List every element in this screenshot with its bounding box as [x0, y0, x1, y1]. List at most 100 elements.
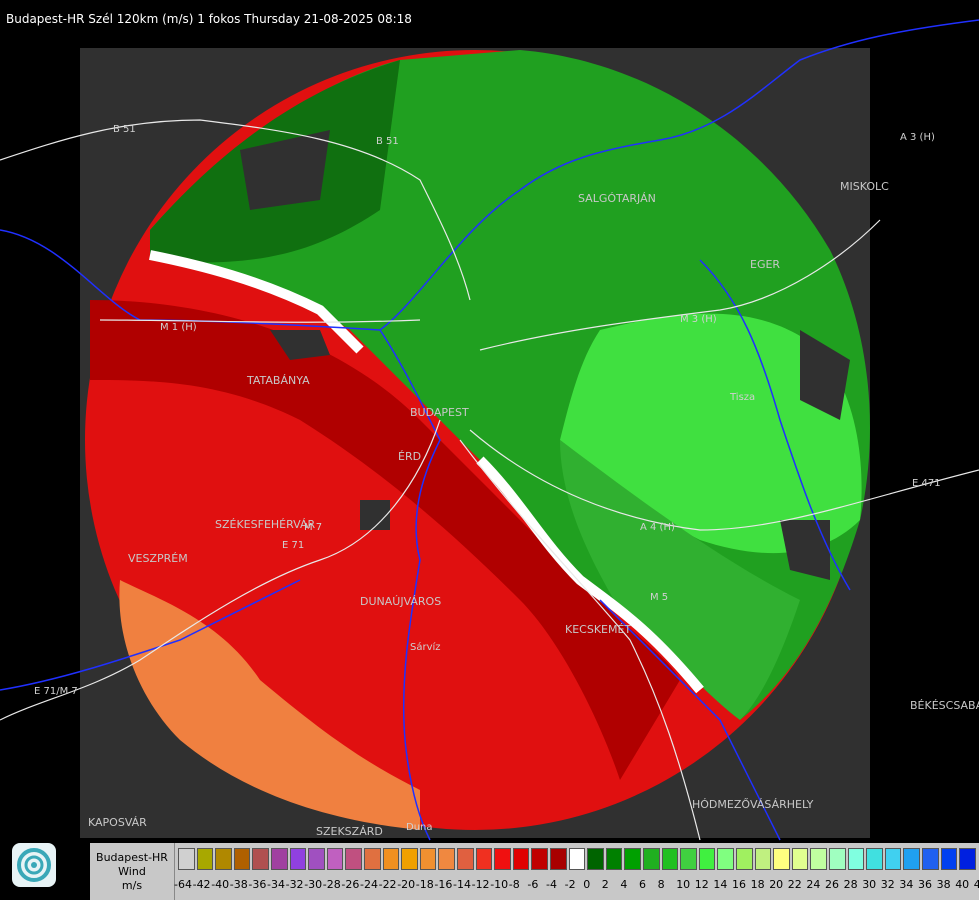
radar-no-echo-gap: [270, 330, 330, 360]
legend-swatch: [438, 848, 455, 870]
legend-swatch: [271, 848, 288, 870]
road-label: M 5: [650, 592, 668, 603]
legend-tick-label: -34: [267, 878, 285, 891]
legend-swatch: [829, 848, 846, 870]
legend-tick-label: 0: [583, 878, 591, 891]
legend-swatch: [531, 848, 548, 870]
city-label-salgotarjan: SALGÓTARJÁN: [578, 192, 656, 205]
legend-tick-label: 10: [676, 878, 691, 891]
city-label-budapest: BUDAPEST: [410, 406, 469, 419]
logo-icon: [12, 843, 56, 887]
legend-swatch: [308, 848, 325, 870]
legend-swatch: [568, 848, 586, 870]
city-label-veszprem: VESZPRÉM: [128, 552, 188, 565]
legend-swatch: [791, 848, 809, 870]
legend-swatch: [922, 848, 939, 870]
legend-tick-label: -6: [527, 878, 539, 891]
road-label: B 51: [113, 124, 136, 135]
legend-tick-label: -14: [453, 878, 471, 891]
legend-tick-label: 2: [601, 878, 609, 891]
legend-swatch: [698, 848, 716, 870]
city-label-miskolc: MISKOLC: [840, 180, 889, 193]
color-legend: Budapest-HR Wind m/s -64 -42 -40 -38 -36 -34-…: [90, 843, 979, 900]
radar-region-mid-green: [560, 440, 800, 720]
legend-tick-label: -18: [415, 878, 434, 891]
city-label-szekszard: SZEKSZÁRD: [316, 825, 383, 838]
city-label-dunaujvaros: DUNAÚJVÁROS: [360, 595, 441, 608]
road-label: Sárvíz: [410, 641, 441, 653]
legend-swatch: [550, 848, 567, 870]
legend-tick-label: 12: [694, 878, 709, 891]
legend-tick-label: 28: [843, 878, 858, 891]
legend-tick-label: 30: [862, 878, 877, 891]
road-label: A 3 (H): [900, 132, 935, 143]
city-label-erd: ÉRD: [398, 450, 421, 463]
legend-swatch: [624, 848, 641, 870]
legend-tick-label: 42: [973, 878, 979, 891]
legend-swatch: [884, 848, 902, 870]
legend-swatch: [345, 848, 362, 870]
legend-swatch: [364, 848, 381, 870]
city-label-bekescsaba: BÉKÉSCSABA: [910, 699, 979, 712]
legend-tick-label: 4: [620, 878, 628, 891]
road-label: Tisza: [729, 392, 755, 403]
legend-tick-label: -10: [490, 878, 509, 891]
legend-swatch: [680, 848, 697, 870]
legend-tick-label: -2: [564, 878, 576, 891]
radar-no-echo-gap: [800, 330, 850, 420]
legend-swatch: [605, 848, 623, 870]
legend-tick-label: 20: [769, 878, 784, 891]
road-label: E 71: [282, 540, 304, 551]
road-label: E 71/M 7: [34, 686, 78, 697]
legend-tick-label: -36: [248, 878, 267, 891]
city-label-eger: EGER: [750, 258, 780, 271]
road-label: M 7: [304, 522, 322, 533]
legend-swatch: [494, 848, 511, 870]
radar-zero-velocity-line: [149, 250, 704, 694]
legend-swatch: [457, 848, 474, 870]
radar-no-echo-gap: [360, 500, 390, 530]
legend-tick-label: -32: [285, 878, 304, 891]
legend-swatch: [940, 848, 958, 870]
road-label: M 1 (H): [160, 322, 197, 333]
legend-tick-label: 6: [639, 878, 646, 891]
radar-region-dark-red: [90, 300, 680, 780]
road-label: B 51: [376, 136, 399, 147]
legend-tick-label: 24: [806, 878, 821, 891]
legend-swatch: [736, 848, 753, 870]
radar-no-echo-gap: [240, 130, 330, 210]
road-label: A 4 (H): [640, 522, 675, 533]
legend-tick-label: -64: [174, 878, 192, 891]
legend-swatch: [289, 848, 307, 870]
legend-swatch: [587, 848, 604, 870]
city-label-tatabanya: TATABÁNYA: [246, 374, 310, 387]
legend-swatch: [661, 848, 679, 870]
legend-quantity: Wind: [118, 864, 146, 878]
legend-swatch: [419, 848, 437, 870]
legend-swatch: [754, 848, 772, 870]
legend-tick-label: 34: [899, 878, 914, 891]
legend-swatch: [903, 848, 920, 870]
legend-swatch: [717, 848, 734, 870]
legend-swatch: [401, 848, 418, 870]
road-label: E 471: [912, 478, 941, 489]
legend-swatch: [382, 848, 400, 870]
legend-tick-label: 16: [732, 878, 746, 891]
legend-tick-label: -20: [397, 878, 416, 891]
legend-tick-label: -8: [508, 878, 520, 891]
legend-swatch: [512, 848, 530, 870]
legend-swatch: [326, 848, 344, 870]
legend-swatch: [215, 848, 232, 870]
legend-tick-label: 8: [657, 878, 665, 891]
legend-tick-label: -38: [229, 878, 248, 891]
legend-tick-label: 38: [936, 878, 951, 891]
legend-tick-label: -40: [211, 878, 230, 891]
legend-tick-label: -28: [322, 878, 341, 891]
legend-tick-label: 32: [880, 878, 895, 891]
legend-swatch: [847, 848, 865, 870]
legend-swatch: [810, 848, 827, 870]
legend-swatch: [252, 848, 269, 870]
legend-swatch: [196, 848, 214, 870]
legend-tick-label: -42: [192, 878, 211, 891]
